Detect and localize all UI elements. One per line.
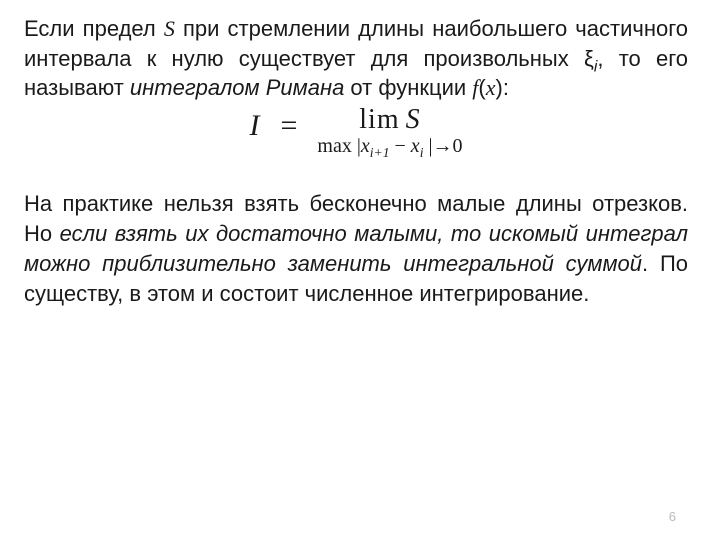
formula-i1: i+1: [370, 145, 390, 160]
formula-lim-word: lim: [359, 104, 399, 135]
page-number: 6: [669, 509, 676, 524]
symbol-S: S: [164, 16, 175, 41]
formula-block: I = limS max |xi+1 − xi |→0: [24, 105, 688, 157]
formula-minus: −: [390, 135, 411, 157]
formula-row: I = limS max |xi+1 − xi |→0: [250, 105, 463, 157]
term-riemann-integral: интегралом Римана: [130, 75, 344, 100]
formula-S: S: [406, 104, 421, 135]
formula-limit-sub: max |xi+1 − xi |→0: [317, 136, 462, 157]
symbol-x: x: [486, 75, 496, 100]
p1-text-4: от функции: [344, 75, 472, 100]
formula-I: I: [250, 105, 261, 143]
p1-text-1: Если предел: [24, 16, 164, 41]
formula-limit-top: limS: [359, 105, 420, 134]
symbol-xi: ξ: [584, 46, 594, 71]
formula-x2: x: [411, 135, 420, 157]
formula-limit: limS max |xi+1 − xi |→0: [317, 105, 462, 157]
paren-close: ):: [496, 75, 509, 100]
p2-emphasis: если взять их достаточно малыми, то иско…: [24, 221, 688, 276]
paragraph-2: На практике нельзя взять бесконечно малы…: [24, 189, 688, 308]
formula-equals: =: [281, 105, 298, 143]
formula-x1: x: [361, 135, 370, 157]
formula-max: max: [317, 135, 351, 157]
formula-arrow: →0: [432, 135, 462, 157]
slide-page: Если предел S при стремлении длины наибо…: [0, 0, 720, 540]
formula-i2: i: [420, 145, 424, 160]
paragraph-1: Если предел S при стремлении длины наибо…: [24, 14, 688, 103]
paren-open: (: [478, 75, 485, 100]
